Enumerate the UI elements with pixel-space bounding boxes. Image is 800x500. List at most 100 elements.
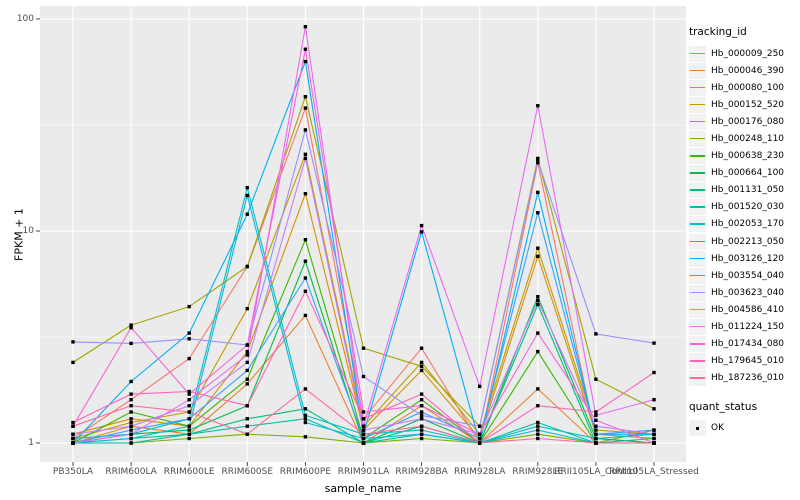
legend-key-box <box>689 370 706 387</box>
data-point <box>652 432 656 436</box>
legend-item-Hb_187236_010: Hb_187236_010 <box>689 370 797 387</box>
legend-key-box <box>689 319 706 336</box>
legend-item-Hb_000080_100: Hb_000080_100 <box>689 79 797 96</box>
legend-item-label: Hb_000009_250 <box>711 48 785 59</box>
data-point <box>536 349 540 354</box>
legend-item-Hb_017434_080: Hb_017434_080 <box>689 336 797 353</box>
data-point <box>129 420 133 425</box>
legend-key-line-icon <box>690 274 705 277</box>
legend-item-label: Hb_004586_410 <box>711 304 785 315</box>
data-point <box>303 128 308 132</box>
data-point <box>536 436 540 441</box>
data-point <box>187 424 191 428</box>
data-point <box>129 441 133 445</box>
data-point <box>303 152 308 156</box>
legend-item-label: Hb_003623_040 <box>711 287 785 298</box>
legend-item-Hb_003554_040: Hb_003554_040 <box>689 267 797 284</box>
legend-item-label: Hb_000664_100 <box>711 168 785 179</box>
legend-title-quant-status: quant_status <box>689 400 758 413</box>
legend-key-box <box>689 420 706 437</box>
data-point <box>419 436 424 441</box>
data-point <box>129 326 133 330</box>
square-marker-icon <box>695 426 699 431</box>
data-point <box>594 332 598 336</box>
x-tick-label: RRIM600SE <box>221 467 274 477</box>
data-point <box>419 392 424 396</box>
data-point <box>71 420 75 425</box>
legend-key-box <box>689 96 706 113</box>
legend-key-line-icon <box>690 155 705 157</box>
data-point <box>303 156 308 161</box>
data-point <box>303 276 308 280</box>
data-point <box>536 156 540 161</box>
data-point <box>129 410 133 414</box>
legend-item-label: Hb_000638_230 <box>711 151 785 162</box>
data-point <box>536 190 540 195</box>
legend-key-line-icon <box>690 326 705 328</box>
legend-item-label: Hb_011224_150 <box>711 322 785 333</box>
data-point <box>361 441 366 445</box>
data-point <box>187 337 191 341</box>
data-point <box>71 432 75 436</box>
legend-item-label: Hb_179645_010 <box>711 356 785 367</box>
legend-key-line-icon <box>690 103 705 106</box>
data-point <box>129 323 133 327</box>
legend-item-Hb_003623_040: Hb_003623_040 <box>689 284 797 301</box>
legend-item-Hb_179645_010: Hb_179645_010 <box>689 353 797 370</box>
legend-item-label: Hb_000248_110 <box>711 134 785 145</box>
legend-key-line-icon <box>690 206 705 208</box>
legend-key-line-icon <box>690 172 705 174</box>
data-point <box>303 25 308 29</box>
legend-key-line-icon <box>690 257 705 260</box>
legend-item-label: Hb_002213_050 <box>711 236 785 247</box>
legend-key-line-icon <box>690 377 705 379</box>
data-point <box>652 436 656 441</box>
data-point <box>536 302 540 307</box>
data-point <box>303 47 308 51</box>
data-point <box>129 417 133 421</box>
legend-item-label: Hb_002053_170 <box>711 219 785 230</box>
legend-key-box <box>689 336 706 353</box>
data-point <box>536 158 540 163</box>
legend-item-Hb_004586_410: Hb_004586_410 <box>689 301 797 318</box>
data-point <box>71 340 75 344</box>
legend-key-box <box>689 62 706 79</box>
data-point <box>478 424 482 428</box>
y-tick-label: 1 <box>28 438 34 448</box>
legend-item-label: Hb_003126_120 <box>711 253 785 264</box>
data-point <box>361 424 366 428</box>
data-point <box>536 161 540 165</box>
legend-key-line-icon <box>690 240 705 242</box>
data-point <box>303 387 308 391</box>
data-point <box>187 410 191 414</box>
y-tick-label: 100 <box>16 14 34 24</box>
legend-key-line-icon <box>690 52 705 54</box>
legend-key-box <box>689 199 706 216</box>
data-point <box>536 387 540 391</box>
data-point <box>245 193 249 198</box>
data-point <box>536 432 540 436</box>
data-point <box>245 377 249 381</box>
data-point <box>419 398 424 402</box>
data-point <box>129 432 133 436</box>
data-point <box>536 211 540 215</box>
data-point <box>245 264 249 269</box>
x-tick-label: RRII105LA_Stressed <box>609 467 699 477</box>
data-point <box>303 313 308 318</box>
legend-item-label: Hb_001520_030 <box>711 202 785 213</box>
data-point <box>245 349 249 354</box>
data-point <box>361 428 366 432</box>
x-tick-label: RRIM928LA <box>453 467 506 477</box>
data-point <box>594 377 598 381</box>
data-point <box>419 424 424 428</box>
legend-item-label: Hb_003554_040 <box>711 270 785 281</box>
x-tick-label: RRIM600LE <box>163 467 215 477</box>
legend-key-box <box>689 284 706 301</box>
data-point <box>536 428 540 432</box>
data-point <box>303 435 308 439</box>
legend-key-box <box>689 148 706 165</box>
legend-key-line-icon <box>690 138 705 140</box>
data-point <box>478 436 482 441</box>
legend-key-box <box>689 216 706 233</box>
data-point <box>187 398 191 402</box>
